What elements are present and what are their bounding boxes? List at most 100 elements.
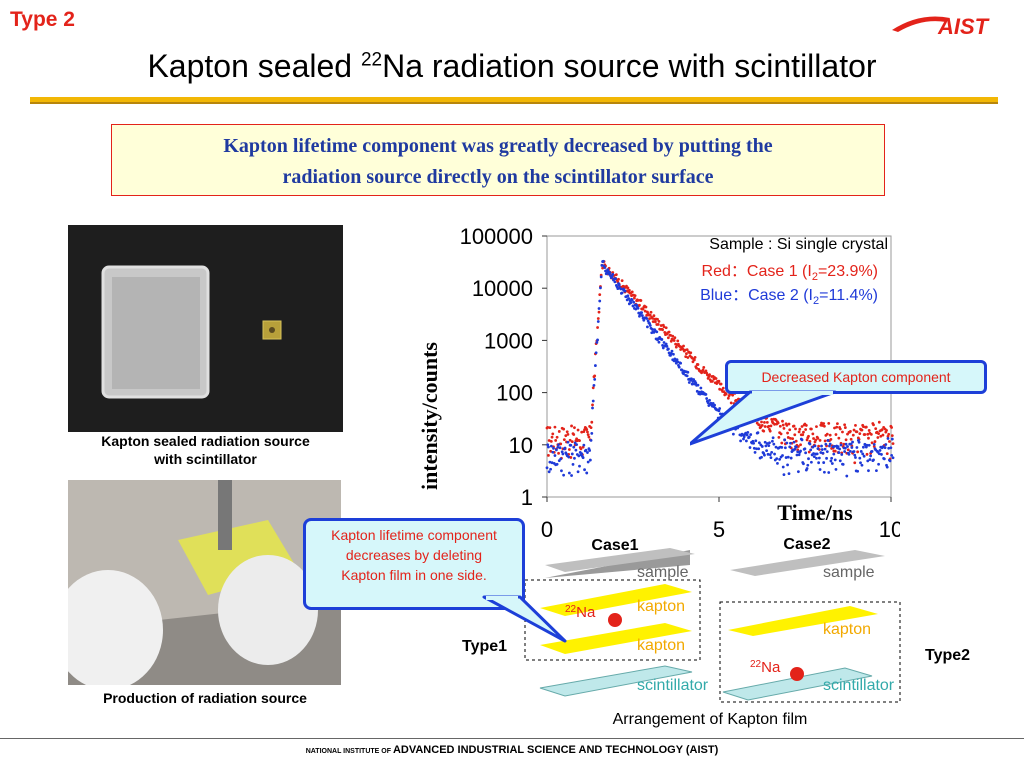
data-point [586, 433, 590, 437]
data-point [734, 398, 738, 402]
data-point [640, 314, 644, 317]
data-point [580, 430, 584, 434]
data-point [874, 427, 878, 431]
data-point [837, 451, 841, 454]
data-point [809, 448, 813, 452]
data-point [776, 421, 780, 425]
data-point [704, 392, 708, 396]
data-point [801, 433, 805, 437]
data-point [659, 324, 663, 327]
data-point [587, 435, 591, 439]
deleting-kapton-callout: Kapton lifetime component decreases by d… [303, 518, 525, 610]
data-point [690, 377, 693, 381]
data-point [778, 424, 782, 428]
data-point [829, 437, 833, 441]
data-point [686, 370, 690, 374]
data-point [596, 326, 599, 329]
data-point [548, 426, 552, 430]
data-point [657, 319, 661, 323]
data-point [861, 452, 865, 456]
data-point [867, 469, 870, 473]
data-point [634, 307, 638, 311]
data-point [838, 427, 842, 431]
data-point [864, 425, 868, 429]
lifetime-chart: 100000 10000 1000 100 10 10 5 10 intensity/coun… [417, 224, 900, 542]
glove-left [68, 570, 163, 685]
data-point [731, 432, 735, 436]
data-point [850, 446, 854, 449]
data-point [745, 433, 749, 437]
data-point [781, 454, 784, 457]
data-point [551, 432, 555, 436]
data-point [675, 358, 679, 362]
data-point [596, 338, 599, 342]
data-point [854, 456, 857, 459]
data-point [816, 447, 820, 451]
data-point [859, 450, 863, 453]
data-point [762, 429, 766, 433]
data-point [569, 456, 573, 459]
title-sup: 22 [360, 49, 383, 71]
data-point [548, 460, 552, 464]
data-point [636, 306, 640, 310]
data-point [689, 351, 693, 355]
data-point [603, 266, 607, 269]
data-point [890, 434, 894, 438]
data-point [823, 447, 827, 451]
data-point [554, 448, 558, 452]
data-point [820, 444, 823, 448]
data-point [860, 428, 864, 432]
data-point [568, 438, 572, 442]
data-point [665, 344, 669, 348]
data-point [549, 439, 553, 443]
data-point [562, 427, 566, 431]
callout-left-line1: Kapton lifetime component [331, 527, 497, 543]
case1-kapton-top [540, 584, 692, 616]
data-point [666, 347, 670, 351]
data-point [686, 356, 690, 359]
data-point [845, 474, 849, 478]
data-point [805, 438, 809, 442]
data-point [555, 462, 559, 466]
data-point [694, 381, 698, 385]
aist-logo: AIST [892, 14, 990, 38]
data-point [780, 445, 784, 449]
data-point [754, 439, 758, 443]
data-point [881, 433, 885, 437]
x-tick-label: 10 [879, 517, 900, 542]
data-point [785, 441, 789, 445]
data-point [571, 462, 575, 466]
data-point [559, 442, 563, 446]
data-point [610, 275, 614, 279]
data-point [549, 467, 553, 471]
data-point [789, 456, 793, 460]
data-point [867, 436, 870, 440]
data-point [633, 296, 636, 300]
data-point [590, 420, 594, 424]
data-point [777, 436, 781, 439]
data-point [553, 454, 557, 457]
data-point [807, 434, 810, 438]
footer: NATIONAL INSTITUTE OF ADVANCED INDUSTRIA… [0, 744, 1024, 756]
data-point [770, 439, 774, 443]
data-point [794, 427, 797, 431]
data-point [760, 455, 763, 459]
data-point [786, 436, 790, 439]
data-point [760, 445, 764, 448]
y-tick-label: 100 [496, 381, 533, 406]
data-point [627, 288, 631, 292]
data-point [781, 465, 785, 469]
data-point [564, 434, 568, 438]
callout-left-pointer [482, 595, 567, 643]
data-point [611, 273, 615, 276]
data-point [888, 440, 891, 443]
data-point [889, 446, 893, 450]
data-point [660, 338, 664, 341]
data-point [670, 349, 674, 353]
data-point [793, 433, 797, 437]
data-point [656, 317, 659, 321]
data-point [796, 445, 800, 448]
data-point [872, 423, 875, 427]
data-point [685, 348, 689, 352]
data-point [868, 458, 872, 461]
